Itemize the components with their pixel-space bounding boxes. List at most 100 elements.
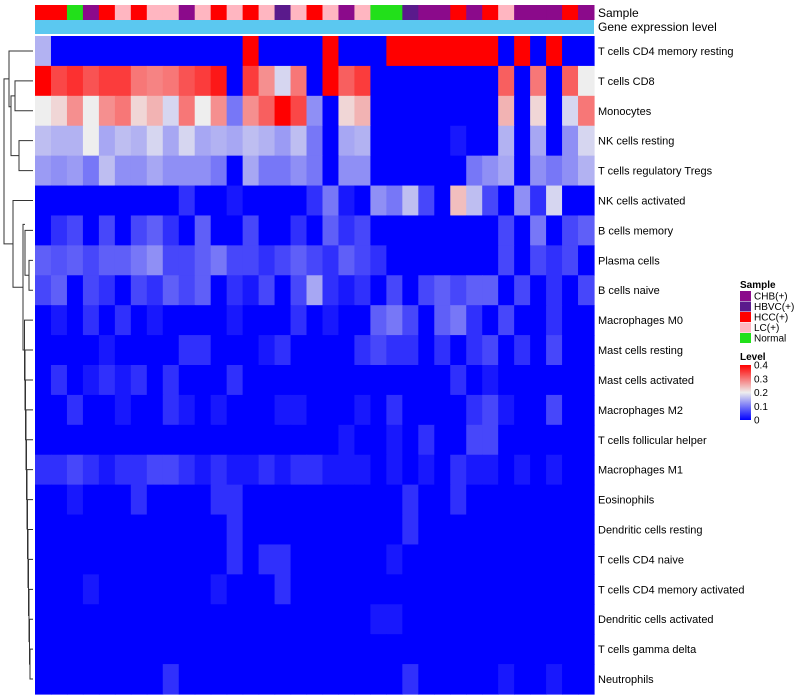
heatmap-cell xyxy=(418,185,435,217)
heatmap-cell xyxy=(274,544,292,575)
heatmap-cell xyxy=(466,514,483,546)
heatmap-cell xyxy=(338,335,356,366)
heatmap-cell xyxy=(114,544,132,575)
heatmap-cell xyxy=(130,185,148,217)
heatmap-cell xyxy=(146,36,164,67)
heatmap-cell xyxy=(306,125,324,157)
heatmap-cell xyxy=(546,36,563,67)
heatmap-cell xyxy=(386,335,403,366)
heatmap-cell xyxy=(498,424,515,456)
heatmap-cell xyxy=(130,544,148,575)
heatmap-cell xyxy=(82,454,100,486)
heatmap-cell xyxy=(290,604,308,635)
heatmap-cell xyxy=(466,454,483,486)
heatmap-cell xyxy=(114,36,132,67)
heatmap-cell xyxy=(242,394,260,426)
heatmap-cell xyxy=(226,365,244,396)
heatmap-cell xyxy=(82,245,100,276)
heatmap-cell xyxy=(386,664,403,695)
heatmap-cell xyxy=(66,215,84,246)
heatmap-cell xyxy=(434,275,451,306)
heatmap-cell xyxy=(450,604,467,635)
heatmap-cell xyxy=(162,424,180,456)
heatmap-cell xyxy=(578,365,595,396)
heatmap-cell xyxy=(35,604,52,635)
heatmap-cell xyxy=(450,245,467,276)
sample-annotation-cell xyxy=(562,5,579,20)
heatmap-cell xyxy=(274,634,292,665)
heatmap-cell xyxy=(546,604,563,635)
heatmap-cell xyxy=(35,185,52,217)
heatmap-cell xyxy=(98,454,116,486)
row-label: T cells follicular helper xyxy=(598,435,707,447)
heatmap-cell xyxy=(418,544,435,575)
heatmap-cell xyxy=(274,36,292,67)
legend-sample-label: Normal xyxy=(754,334,786,345)
heatmap-cell xyxy=(274,454,292,486)
heatmap-cell xyxy=(162,454,180,486)
heatmap-cell xyxy=(258,275,276,306)
heatmap-cell xyxy=(530,125,547,157)
dendrogram-branch xyxy=(18,140,33,172)
heatmap-cell xyxy=(35,215,52,246)
heatmap-cell xyxy=(274,305,292,336)
heatmap-cell xyxy=(35,394,52,426)
heatmap-cell xyxy=(418,155,435,187)
heatmap-cell xyxy=(562,215,579,246)
heatmap-cell xyxy=(546,514,563,546)
heatmap-cell xyxy=(82,335,100,366)
heatmap-cell xyxy=(530,36,547,67)
dendrogram-branch xyxy=(28,259,33,291)
heatmap-cell xyxy=(322,125,340,157)
heatmap-cell xyxy=(402,125,419,157)
heatmap-cell xyxy=(386,394,403,426)
heatmap-cell xyxy=(514,305,531,336)
heatmap-cell xyxy=(194,574,212,605)
heatmap-cell xyxy=(482,365,499,396)
heatmap-cell xyxy=(210,634,228,665)
heatmap-cell xyxy=(210,65,228,97)
heatmap-cell xyxy=(226,424,244,456)
heatmap-cell xyxy=(66,604,84,635)
heatmap-cell xyxy=(482,185,499,217)
heatmap-cell xyxy=(354,604,371,635)
heatmap-cell xyxy=(66,245,84,276)
heatmap-cell xyxy=(370,634,387,665)
heatmap-cell xyxy=(274,65,292,97)
heatmap-cell xyxy=(162,95,180,127)
heatmap-cell xyxy=(402,484,419,516)
heatmap-cell xyxy=(290,305,308,336)
heatmap-cell xyxy=(130,574,148,605)
legend-level-colorbar xyxy=(740,365,751,420)
heatmap-cell xyxy=(386,574,403,605)
heatmap-cell xyxy=(130,335,148,366)
heatmap-cell xyxy=(50,544,68,575)
heatmap-cell xyxy=(50,484,68,516)
heatmap-cell xyxy=(466,544,483,575)
heatmap-cell xyxy=(210,514,228,546)
heatmap-cell xyxy=(242,335,260,366)
heatmap-cell xyxy=(322,634,340,665)
heatmap-cell xyxy=(434,125,451,157)
heatmap-cell xyxy=(274,125,292,157)
heatmap-cell xyxy=(290,424,308,456)
heatmap-cell xyxy=(386,155,403,187)
dendrogram-branch xyxy=(10,95,19,157)
heatmap-cell xyxy=(418,36,435,67)
heatmap-cell xyxy=(450,484,467,516)
heatmap-cell xyxy=(354,394,371,426)
heatmap-cell xyxy=(370,424,387,456)
heatmap-cell xyxy=(114,574,132,605)
heatmap-cell xyxy=(194,335,212,366)
heatmap-cell xyxy=(210,335,228,366)
heatmap-cell xyxy=(258,185,276,217)
heatmap-cell xyxy=(322,65,340,97)
heatmap-cell xyxy=(338,185,356,217)
heatmap-cell xyxy=(258,634,276,665)
heatmap-cell xyxy=(66,484,84,516)
heatmap-cell xyxy=(178,95,196,127)
heatmap-cell xyxy=(562,155,579,187)
heatmap-cell xyxy=(130,275,148,306)
heatmap-cell xyxy=(386,36,403,67)
heatmap-cell xyxy=(242,514,260,546)
